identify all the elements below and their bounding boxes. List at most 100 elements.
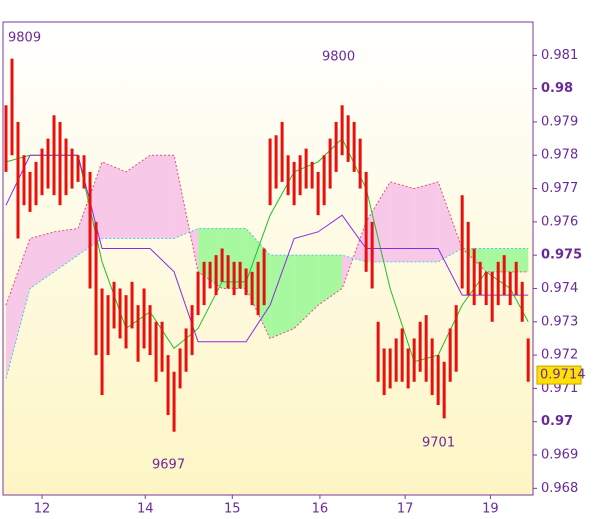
price-bar <box>52 115 56 196</box>
price-bar <box>28 171 32 212</box>
price-bar <box>238 261 242 289</box>
cloud-segment <box>54 228 79 272</box>
price-bar <box>292 161 296 206</box>
price-bar <box>226 255 230 289</box>
x-tick-label: 19 <box>482 502 499 517</box>
price-bar <box>310 161 314 189</box>
price-bar <box>394 338 398 382</box>
price-bar <box>424 315 428 382</box>
price-bar <box>448 328 452 382</box>
annotation: 9697 <box>152 458 185 473</box>
price-bar <box>142 288 146 349</box>
price-bar <box>298 155 302 196</box>
x-tick-label: 17 <box>397 502 414 517</box>
price-bar <box>316 171 320 216</box>
price-bar <box>112 281 116 329</box>
price-bar <box>496 261 500 306</box>
price-bar <box>268 138 272 206</box>
price-bar <box>106 295 110 356</box>
price-bar <box>502 255 506 296</box>
price-bar <box>220 248 224 282</box>
price-bar <box>160 321 164 372</box>
price-bar <box>484 271 488 306</box>
last-price-label: 0.9714 <box>540 368 586 383</box>
price-bar <box>244 268 248 296</box>
indicator-line <box>5 154 529 343</box>
price-bar <box>382 348 386 396</box>
price-bar <box>4 105 8 172</box>
span-b <box>5 154 529 340</box>
cloud-segment <box>174 155 199 272</box>
price-bar <box>124 295 128 349</box>
price-bar <box>46 138 50 189</box>
axes: 0.968 0.969 0.97 0.971 0.972 0.973 0.974 0.975 0… <box>8 31 586 517</box>
price-bar <box>16 121 20 239</box>
price-bar <box>412 338 416 382</box>
price-bar <box>190 305 194 356</box>
price-bar <box>202 261 206 306</box>
y-tick-label: 0.973 <box>541 314 578 329</box>
lines <box>5 137 529 363</box>
price-bar <box>196 271 200 316</box>
y-tick-label: 0.975 <box>541 248 582 263</box>
x-tick-label: 16 <box>312 502 329 517</box>
price-bar <box>520 281 524 322</box>
price-bar <box>436 355 440 406</box>
price-bar <box>322 155 326 206</box>
price-bar <box>118 288 122 339</box>
y-tick-label: 0.97 <box>541 414 573 429</box>
price-bar <box>472 248 476 306</box>
y-tick-label: 0.977 <box>541 181 578 196</box>
cloud-segment <box>318 255 343 306</box>
cloud-segment <box>390 181 415 262</box>
price-bar <box>34 161 38 206</box>
price-bar <box>442 361 446 419</box>
price-bar <box>148 305 152 356</box>
price-bar <box>274 135 278 189</box>
price-bar <box>388 348 392 389</box>
price-bar <box>340 105 344 156</box>
cloud-segment <box>126 155 151 239</box>
cloud <box>5 154 529 379</box>
y-tick-label: 0.976 <box>541 214 578 229</box>
price-bar <box>352 121 356 172</box>
price-bar <box>418 321 422 372</box>
layers: 0.968 0.969 0.97 0.971 0.972 0.973 0.974 0.975 0… <box>4 31 586 517</box>
y-tick-label: 0.98 <box>541 81 573 96</box>
price-bar <box>370 221 374 289</box>
price-bar <box>430 338 434 396</box>
cloud-segment <box>438 181 463 262</box>
price-bar <box>232 261 236 296</box>
price-bar <box>478 261 482 296</box>
price-bar <box>454 305 458 372</box>
price-bar <box>262 248 266 306</box>
annotation: 9701 <box>422 436 455 451</box>
price-bar <box>184 328 188 372</box>
price-bar <box>406 348 410 389</box>
cloud-segment <box>414 181 439 262</box>
price-bar <box>460 195 464 289</box>
price-bar <box>100 288 104 396</box>
price-bar <box>88 171 92 289</box>
price-bar <box>280 121 284 182</box>
price-bar <box>214 255 218 296</box>
price-bar <box>526 338 530 382</box>
price-bar <box>178 348 182 389</box>
price-bar <box>346 115 350 162</box>
price-bar <box>328 138 332 189</box>
cloud-segment <box>6 238 31 379</box>
price-bar <box>70 148 74 189</box>
price-bar <box>64 138 68 196</box>
x-tick-label: 15 <box>224 502 241 517</box>
x-tick-label: 12 <box>34 502 51 517</box>
y-tick-label: 0.978 <box>541 148 578 163</box>
price-bar <box>334 121 338 172</box>
price-bar <box>490 271 494 322</box>
y-tick-label: 0.971 <box>541 381 578 396</box>
cloud-segment <box>150 155 175 239</box>
price-bar <box>508 271 512 306</box>
x-tick-label: 14 <box>137 502 154 517</box>
price-bar <box>130 281 134 329</box>
price-bar <box>154 321 158 382</box>
